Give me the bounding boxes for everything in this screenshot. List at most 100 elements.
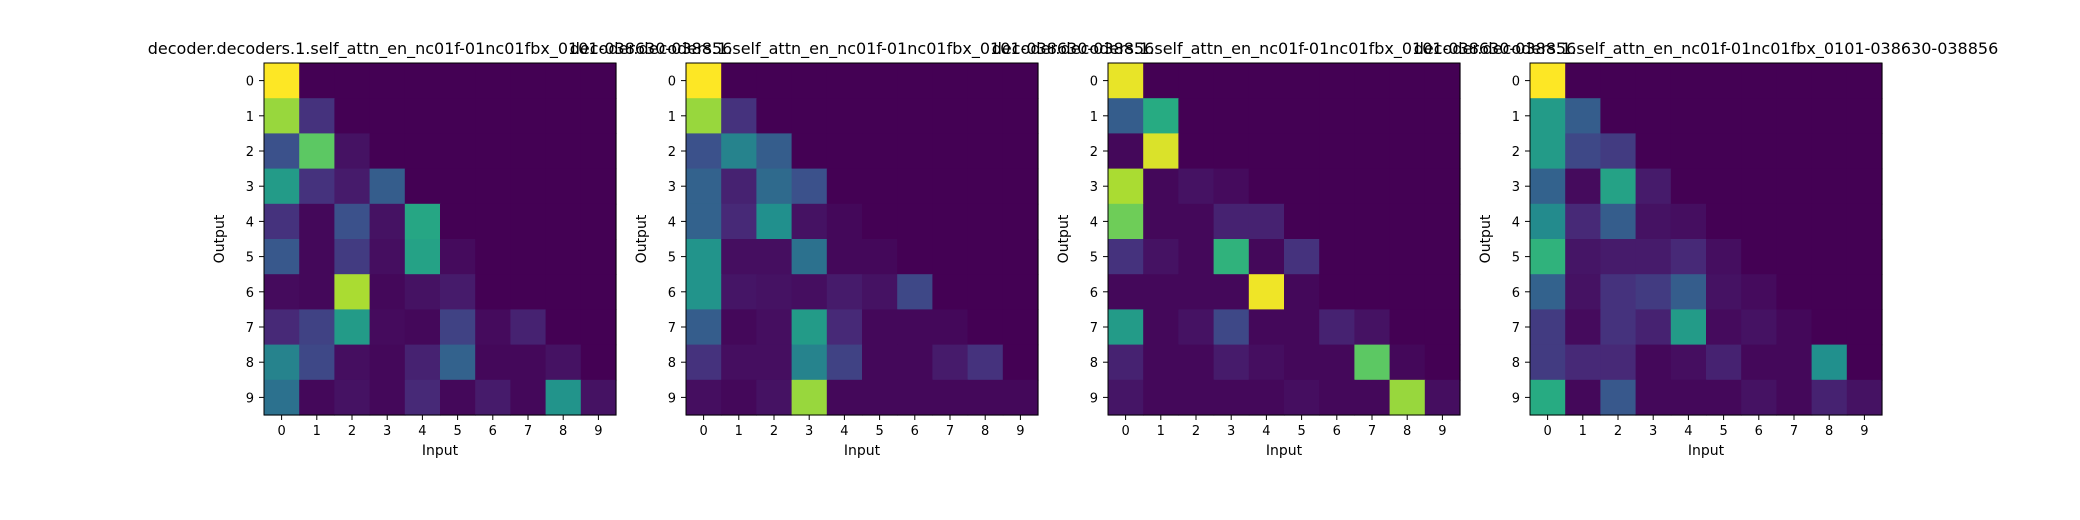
- heatmap-cell: [404, 309, 441, 346]
- heatmap-cell: [404, 63, 441, 99]
- y-axis-label: Output: [1056, 214, 1072, 263]
- heatmap-cell: [721, 239, 757, 275]
- heatmap-cell: [1424, 309, 1461, 346]
- heatmap-cell: [1108, 63, 1144, 99]
- heatmap-cell: [299, 98, 335, 134]
- heatmap-cell: [1284, 274, 1320, 310]
- heatmap-cell: [1143, 203, 1179, 240]
- x-tick-label: 2: [348, 424, 356, 439]
- heatmap-cell: [299, 274, 335, 310]
- heatmap-cell: [1741, 239, 1777, 275]
- heatmap-cell: [1354, 133, 1391, 170]
- heatmap-cell: [1776, 133, 1813, 170]
- heatmap-cell: [1284, 168, 1320, 205]
- heatmap-cell: [1565, 133, 1601, 170]
- heatmap-cell: [1002, 344, 1039, 381]
- x-tick-label: 9: [1860, 424, 1868, 439]
- heatmap-cell: [1108, 274, 1144, 310]
- heatmap-cell: [826, 239, 863, 275]
- heatmap-cell: [791, 203, 828, 240]
- heatmap-cell: [475, 274, 511, 310]
- x-tick-label: 1: [1157, 424, 1165, 439]
- y-tick-label: 6: [1090, 286, 1098, 301]
- y-tick-label: 0: [1512, 75, 1520, 90]
- x-tick-label: 3: [805, 424, 813, 439]
- heatmap-cell: [580, 133, 617, 170]
- y-tick-label: 3: [1512, 180, 1520, 195]
- heatmap-cell: [334, 309, 371, 346]
- heatmap-cell: [1811, 168, 1848, 205]
- chart-title: decoder.decoders.1.self_attn_en_nc01f-01…: [1414, 39, 1999, 59]
- heatmap-cell: [967, 98, 1004, 134]
- heatmap-cell: [1811, 309, 1848, 346]
- heatmap-cell: [334, 168, 371, 205]
- heatmap-cell: [932, 168, 969, 205]
- heatmap-cell: [475, 379, 511, 416]
- heatmap-cell: [932, 63, 969, 99]
- heatmap-cell: [1846, 344, 1883, 381]
- heatmap-cell: [1213, 309, 1250, 346]
- heatmap-cell: [510, 168, 547, 205]
- heatmap-cell: [1143, 344, 1179, 381]
- heatmap-cell: [1178, 309, 1215, 346]
- heatmap-cell: [1565, 239, 1601, 275]
- heatmap-cell: [826, 98, 863, 134]
- heatmap-cell: [862, 168, 898, 205]
- heatmap-cell: [1670, 344, 1707, 381]
- heatmap-cell: [1846, 239, 1883, 275]
- heatmap-cell: [791, 344, 828, 381]
- heatmap-cell: [440, 203, 476, 240]
- heatmap-cell: [1565, 344, 1601, 381]
- heatmap-cell: [1635, 379, 1672, 416]
- heatmap-cell: [721, 98, 757, 134]
- heatmap-cell: [1319, 203, 1355, 240]
- heatmap-cell: [369, 309, 406, 346]
- heatmap-cell: [1143, 309, 1179, 346]
- heatmap-cell: [1741, 274, 1777, 310]
- heatmap-cell: [404, 379, 441, 416]
- heatmap-cell: [1530, 133, 1566, 170]
- x-tick-label: 3: [1649, 424, 1657, 439]
- heatmap-cell: [1248, 309, 1285, 346]
- heatmap-cell: [862, 239, 898, 275]
- heatmap-cell: [1635, 344, 1672, 381]
- heatmap-cell: [1741, 98, 1777, 134]
- heatmap-cell: [1002, 309, 1039, 346]
- heatmap-cell: [862, 98, 898, 134]
- x-tick-label: 5: [875, 424, 883, 439]
- heatmap-cell: [1319, 168, 1355, 205]
- heatmap-cell: [897, 274, 933, 310]
- heatmap-cell: [862, 309, 898, 346]
- y-tick-label: 7: [668, 321, 676, 336]
- heatmap-cell: [1354, 63, 1391, 99]
- heatmap-cell: [1600, 98, 1637, 134]
- heatmap-cell: [721, 344, 757, 381]
- y-tick-label: 4: [1090, 215, 1098, 230]
- x-tick-label: 2: [1192, 424, 1200, 439]
- heatmap-cell: [686, 379, 722, 416]
- heatmap-cell: [967, 203, 1004, 240]
- heatmap-cell: [1635, 239, 1672, 275]
- x-tick-label: 6: [911, 424, 919, 439]
- x-tick-label: 0: [277, 424, 285, 439]
- heatmap-cell: [1389, 203, 1426, 240]
- heatmap-frame: [1107, 62, 1461, 416]
- heatmap-cell: [475, 133, 511, 170]
- y-tick-label: 0: [1090, 75, 1098, 90]
- heatmap-cell: [1108, 203, 1144, 240]
- heatmap-cell: [756, 203, 793, 240]
- heatmap-cell: [1635, 133, 1672, 170]
- heatmap-cell: [1354, 344, 1391, 381]
- heatmap-cell: [1776, 309, 1813, 346]
- heatmap-cell: [1635, 98, 1672, 134]
- heatmap-cell: [1143, 274, 1179, 310]
- heatmap-cell: [1600, 203, 1637, 240]
- heatmap-cell: [826, 379, 863, 416]
- heatmap-cell: [1776, 168, 1813, 205]
- heatmap-cell: [1600, 133, 1637, 170]
- heatmap-cell: [334, 203, 371, 240]
- heatmap-cell: [404, 98, 441, 134]
- heatmap-cell: [686, 274, 722, 310]
- heatmap-cell: [686, 203, 722, 240]
- heatmap-cell: [299, 309, 335, 346]
